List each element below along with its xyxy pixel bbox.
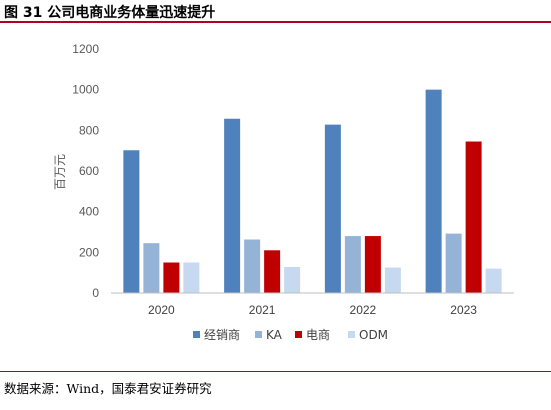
legend: 经销商 KA 电商 ODM [193, 327, 388, 342]
y-axis-label: 百万元 [53, 154, 67, 190]
bar-电商-2022 [364, 236, 381, 293]
source-rule [0, 371, 551, 372]
y-tick-label: 600 [79, 164, 99, 178]
bar-经销商-2022 [324, 124, 341, 293]
legend-label: KA [266, 328, 283, 342]
bar-ODM-2021 [284, 266, 301, 293]
bar-经销商-2020 [123, 150, 140, 293]
title-rule [0, 21, 551, 23]
y-tick-label: 200 [79, 245, 99, 259]
legend-swatch-经销商 [193, 331, 200, 338]
bar-KA-2023 [445, 233, 462, 293]
legend-swatch-ODM [348, 331, 355, 338]
x-tick-label: 2023 [450, 303, 477, 317]
bar-电商-2020 [163, 262, 180, 293]
bar-KA-2022 [344, 236, 361, 293]
y-tick-label: 400 [79, 205, 99, 219]
x-tick-label: 2021 [249, 303, 276, 317]
legend-label: 经销商 [204, 327, 240, 342]
bar-ODM-2023 [485, 268, 502, 293]
bar-series [123, 89, 502, 294]
y-tick-label: 800 [79, 123, 99, 137]
bar-ODM-2022 [384, 267, 401, 293]
bar-电商-2021 [264, 250, 281, 293]
bar-经销商-2021 [224, 118, 241, 293]
legend-swatch-电商 [295, 331, 302, 338]
bar-电商-2023 [465, 141, 482, 293]
bar-ODM-2020 [183, 262, 200, 293]
figure-title: 图 31 公司电商业务体量迅速提升 [4, 5, 216, 21]
legend-label: 电商 [306, 327, 330, 342]
x-axis-ticks: 2020 2021 2022 2023 [148, 303, 477, 317]
y-tick-label: 1000 [72, 83, 99, 97]
legend-label: ODM [359, 328, 388, 342]
bar-经销商-2023 [425, 89, 442, 294]
x-tick-label: 2020 [148, 303, 175, 317]
source-note: 数据来源：Wind，国泰君安证券研究 [4, 381, 212, 396]
legend-swatch-KA [255, 331, 262, 338]
x-tick-label: 2022 [350, 303, 377, 317]
y-tick-label: 1200 [72, 42, 99, 56]
y-tick-label: 0 [92, 286, 99, 300]
y-axis-ticks: 0 200 400 600 800 1000 1200 [72, 42, 99, 300]
bar-KA-2020 [143, 243, 160, 293]
bar-KA-2021 [244, 239, 261, 293]
